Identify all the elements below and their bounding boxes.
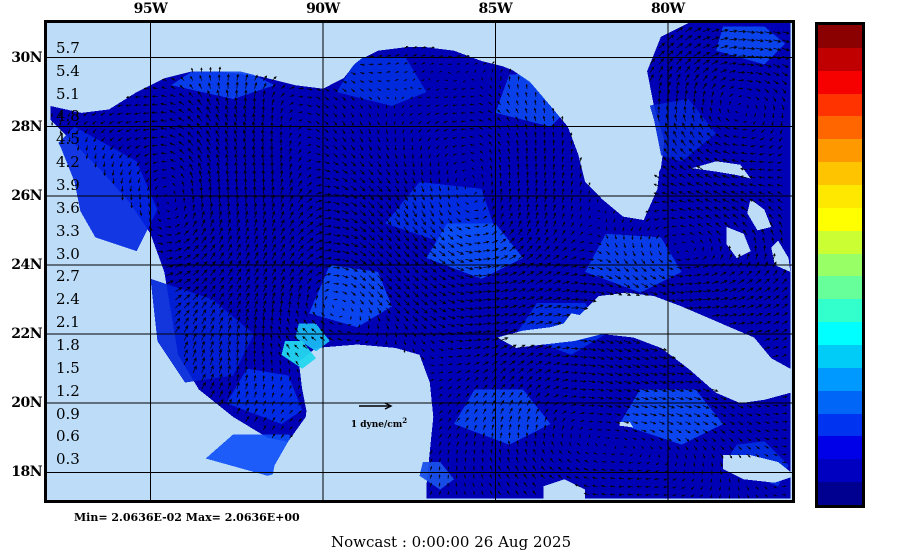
land-cuba bbox=[497, 292, 791, 404]
lat-label: 26N bbox=[11, 187, 42, 204]
colorbar-tick-labels: 5.7 5.4 5.1 4.8 4.5 4.2 3.9 3.6 3.3 3.0 2.7 2.4 2.1 1… bbox=[56, 22, 106, 508]
scale-arrow-icon bbox=[359, 402, 393, 410]
colorbar-tick: 1.5 bbox=[56, 358, 80, 377]
colorbar-tick: 3.0 bbox=[56, 244, 80, 263]
land-bahamas-1 bbox=[692, 161, 751, 179]
map-panel[interactable]: 1 dyne/cm2 bbox=[44, 20, 795, 503]
lon-label: 80W bbox=[650, 1, 685, 17]
land-andros bbox=[726, 226, 751, 258]
colorbar-tick: 3.3 bbox=[56, 221, 80, 240]
colorbar-band bbox=[818, 322, 862, 346]
lon-label: 90W bbox=[306, 1, 340, 17]
colorbar-tick: 0.3 bbox=[56, 450, 80, 469]
colorbar-band bbox=[818, 93, 862, 117]
colorbar-band bbox=[818, 345, 862, 368]
latitude-axis: 30N 28N 26N 24N 22N 20N 18N bbox=[0, 0, 42, 555]
land-yucatan bbox=[267, 347, 430, 499]
colorbar-band bbox=[818, 299, 862, 323]
colorbar-tick: 2.1 bbox=[56, 313, 80, 332]
colorbar[interactable] bbox=[815, 22, 865, 508]
colorbar-tick: 4.2 bbox=[56, 153, 80, 172]
colorbar-tick: 1.8 bbox=[56, 336, 80, 354]
colorbar-band bbox=[818, 413, 862, 437]
colorbar-tick: 1.2 bbox=[56, 381, 80, 400]
colorbar-tick: 4.8 bbox=[56, 107, 80, 126]
land-mexico-texas-coast bbox=[47, 23, 661, 220]
colorbar-band bbox=[818, 70, 862, 94]
colorbar-band bbox=[818, 390, 862, 414]
colorbar-tick: 2.7 bbox=[56, 267, 80, 286]
lat-label: 20N bbox=[11, 395, 42, 412]
vector-field bbox=[50, 27, 791, 499]
lon-label: 95W bbox=[133, 1, 168, 17]
colorbar-band bbox=[818, 185, 862, 208]
colorbar-band bbox=[818, 367, 862, 391]
colorbar-band bbox=[818, 459, 862, 483]
colorbar-tick: 5.7 bbox=[56, 38, 80, 57]
lat-label: 22N bbox=[11, 326, 42, 343]
nowcast-timestamp: Nowcast : 0:00:00 26 Aug 2025 bbox=[331, 533, 572, 551]
land-jamaica bbox=[723, 455, 792, 483]
colorbar-tick: 2.4 bbox=[56, 290, 80, 309]
lat-label: 24N bbox=[11, 256, 42, 273]
land-caribbean-sw bbox=[543, 479, 586, 499]
minmax-readout: Min= 2.0636E-02 Max= 2.0636E+00 bbox=[74, 511, 300, 524]
colorbar-band bbox=[818, 276, 862, 300]
colorbar-tick: 4.5 bbox=[56, 130, 80, 149]
colorbar-tick: 0.9 bbox=[56, 404, 80, 423]
map-clip bbox=[47, 23, 792, 500]
colorbar-tick: 5.4 bbox=[56, 61, 80, 80]
colorbar-band bbox=[818, 436, 862, 460]
land-cuba-bay bbox=[560, 313, 592, 335]
lat-label: 28N bbox=[11, 118, 42, 135]
lat-label: 30N bbox=[11, 49, 42, 66]
lon-label: 85W bbox=[478, 1, 513, 17]
colorbar-band bbox=[818, 482, 862, 506]
colorbar-band bbox=[818, 47, 862, 71]
colorbar-band bbox=[818, 253, 862, 277]
data-field bbox=[50, 23, 791, 499]
map-graphics bbox=[47, 23, 792, 500]
colorbar-band bbox=[818, 25, 862, 48]
colorbar-tick: 3.9 bbox=[56, 176, 80, 194]
lat-label: 18N bbox=[11, 464, 42, 481]
colorbar-band bbox=[818, 139, 862, 163]
colorbar-band bbox=[818, 162, 862, 186]
vector-scale-key: 1 dyne/cm2 bbox=[329, 398, 429, 431]
colorbar-band bbox=[818, 116, 862, 140]
scale-key-label: 1 dyne/cm2 bbox=[350, 416, 408, 430]
colorbar-tick: 5.1 bbox=[56, 84, 80, 103]
colorbar-gradient bbox=[815, 22, 865, 508]
land-bahamas-2 bbox=[747, 199, 772, 231]
land-cayman bbox=[619, 422, 634, 428]
colorbar-band bbox=[818, 230, 862, 254]
colorbar-band bbox=[818, 207, 862, 231]
colorbar-tick: 3.6 bbox=[56, 198, 80, 217]
graticule bbox=[47, 23, 792, 500]
colorbar-tick: 0.6 bbox=[56, 427, 80, 446]
